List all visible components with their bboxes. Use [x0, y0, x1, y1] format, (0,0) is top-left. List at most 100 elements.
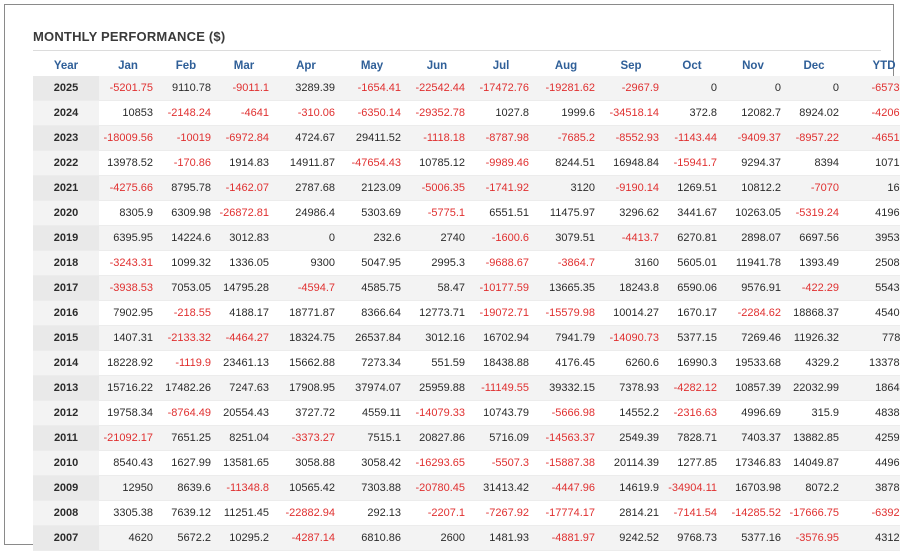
- value-cell-jan: 15716.22: [99, 375, 157, 401]
- value-cell-feb: -10019: [157, 125, 215, 151]
- table-row: 2012 19758.34 -8764.49 20554.43 3727.72 4559.…: [33, 400, 900, 426]
- value-cell-apr: -310.06: [273, 100, 339, 126]
- value-cell-dec: 0: [785, 76, 843, 101]
- value-cell-sep: -9190.14: [599, 175, 663, 201]
- panel-title: MONTHLY PERFORMANCE ($): [33, 29, 226, 44]
- value-cell-nov: 11941.78: [721, 250, 785, 276]
- value-cell-ytd: 48380.75: [843, 400, 900, 426]
- value-cell-jul: 1481.93: [469, 525, 533, 551]
- value-cell-ytd: 44967.98: [843, 450, 900, 476]
- value-cell-jun: 551.59: [405, 350, 469, 376]
- value-cell-mar: -6972.84: [215, 125, 273, 151]
- value-cell-dec: -17666.75: [785, 500, 843, 526]
- value-cell-nov: 10812.2: [721, 175, 785, 201]
- table-row: 2009 12950 8639.6 -11348.8 10565.42 7303.88 -2…: [33, 475, 900, 501]
- value-cell-dec: 13882.85: [785, 425, 843, 451]
- table-row: 2011 -21092.17 7651.25 8251.04 -3373.27 7515.…: [33, 425, 900, 451]
- value-cell-jan: -3243.31: [99, 250, 157, 276]
- value-cell-jul: -17472.76: [469, 76, 533, 101]
- value-cell-jun: 58.47: [405, 275, 469, 301]
- year-cell: 2011: [33, 425, 99, 451]
- value-cell-apr: 2787.68: [273, 175, 339, 201]
- value-cell-may: 37974.07: [339, 375, 405, 401]
- value-cell-may: 4559.11: [339, 400, 405, 426]
- value-cell-mar: 13581.65: [215, 450, 273, 476]
- value-cell-jan: 4620: [99, 525, 157, 551]
- value-cell-dec: 18868.37: [785, 300, 843, 326]
- year-cell: 2016: [33, 300, 99, 326]
- value-cell-oct: -34904.11: [663, 475, 721, 501]
- value-cell-jul: 16702.94: [469, 325, 533, 351]
- value-cell-aug: 3079.51: [533, 225, 599, 251]
- value-cell-nov: 16703.98: [721, 475, 785, 501]
- value-cell-jan: -5201.75: [99, 76, 157, 101]
- value-cell-oct: -2316.63: [663, 400, 721, 426]
- value-cell-mar: 14795.28: [215, 275, 273, 301]
- table-header-row: Year Jan Feb Mar Apr May Jun Jul Aug Sep Oct Nov Dec…: [33, 55, 900, 76]
- value-cell-ytd: -65731.81: [843, 76, 900, 101]
- column-header-may: May: [360, 59, 384, 72]
- year-cell: 2015: [33, 325, 99, 351]
- value-cell-may: 6810.86: [339, 525, 405, 551]
- value-cell-sep: 10014.27: [599, 300, 663, 326]
- column-header-mar: Mar: [233, 59, 255, 72]
- value-cell-oct: -1143.44: [663, 125, 721, 151]
- value-cell-nov: 2898.07: [721, 225, 785, 251]
- value-cell-nov: 17346.83: [721, 450, 785, 476]
- value-cell-dec: -3576.95: [785, 525, 843, 551]
- value-cell-jun: -14079.33: [405, 400, 469, 426]
- value-cell-aug: -4447.96: [533, 475, 599, 501]
- value-cell-apr: 15662.88: [273, 350, 339, 376]
- table-row: 2015 1407.31 -2133.32 -4464.27 18324.75 26537…: [33, 325, 900, 351]
- value-cell-sep: -2967.9: [599, 76, 663, 101]
- value-cell-jul: -19072.71: [469, 300, 533, 326]
- value-cell-nov: -14285.52: [721, 500, 785, 526]
- value-cell-may: 29411.52: [339, 125, 405, 151]
- value-cell-feb: -218.55: [157, 300, 215, 326]
- value-cell-dec: -422.29: [785, 275, 843, 301]
- table-row: 2016 7902.95 -218.55 4188.17 18771.87 8366.64…: [33, 300, 900, 326]
- column-header-ytd: YTD: [872, 59, 896, 72]
- table-row: 2010 8540.43 1627.99 13581.65 3058.88 3058.42…: [33, 450, 900, 476]
- value-cell-apr: 4724.67: [273, 125, 339, 151]
- value-cell-apr: -4287.14: [273, 525, 339, 551]
- value-cell-apr: -3373.27: [273, 425, 339, 451]
- value-cell-nov: 10263.05: [721, 200, 785, 226]
- column-header-dec: Dec: [803, 59, 825, 72]
- value-cell-oct: 7828.71: [663, 425, 721, 451]
- value-cell-dec: 6697.56: [785, 225, 843, 251]
- value-cell-feb: 7053.05: [157, 275, 215, 301]
- value-cell-mar: -26872.81: [215, 200, 273, 226]
- year-cell: 2023: [33, 125, 99, 151]
- value-cell-jul: -1600.6: [469, 225, 533, 251]
- value-cell-aug: 4176.45: [533, 350, 599, 376]
- table-row: 2023 -18009.56 -10019 -6972.84 4724.67 29411.…: [33, 125, 900, 151]
- value-cell-dec: 8072.2: [785, 475, 843, 501]
- value-cell-may: 7303.88: [339, 475, 405, 501]
- value-cell-mar: 8251.04: [215, 425, 273, 451]
- value-cell-sep: -4413.7: [599, 225, 663, 251]
- value-cell-jul: 18438.88: [469, 350, 533, 376]
- column-header-oct: Oct: [682, 59, 702, 72]
- value-cell-jun: 2740: [405, 225, 469, 251]
- value-cell-apr: 14911.87: [273, 150, 339, 176]
- value-cell-may: -6350.14: [339, 100, 405, 126]
- value-cell-nov: -2284.62: [721, 300, 785, 326]
- value-cell-jul: 31413.42: [469, 475, 533, 501]
- table-row: 2019 6395.95 14224.6 3012.83 0 232.6 2740 -1600…: [33, 225, 900, 251]
- value-cell-aug: 1999.6: [533, 100, 599, 126]
- value-cell-mar: -4641: [215, 100, 273, 126]
- value-cell-mar: 4188.17: [215, 300, 273, 326]
- value-cell-nov: 10857.39: [721, 375, 785, 401]
- column-header-jan: Jan: [118, 59, 138, 72]
- year-cell: 2013: [33, 375, 99, 401]
- value-cell-ytd: 45400.29: [843, 300, 900, 326]
- value-cell-jan: 3305.38: [99, 500, 157, 526]
- value-cell-feb: 9110.78: [157, 76, 215, 101]
- value-cell-jan: 7902.95: [99, 300, 157, 326]
- value-cell-mar: 20554.43: [215, 400, 273, 426]
- value-cell-oct: 9768.73: [663, 525, 721, 551]
- value-cell-jan: 19758.34: [99, 400, 157, 426]
- value-cell-mar: 3012.83: [215, 225, 273, 251]
